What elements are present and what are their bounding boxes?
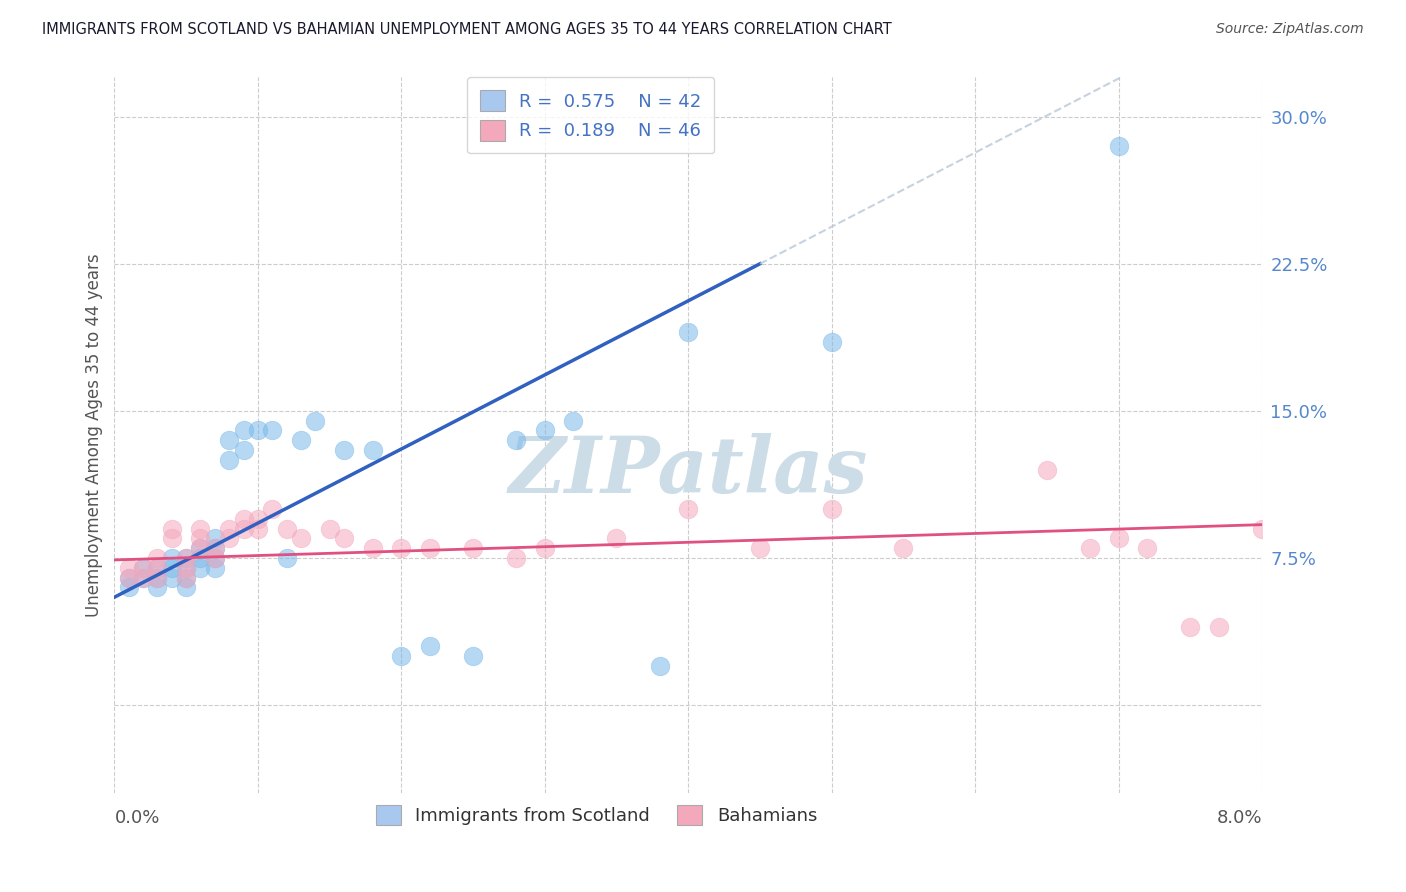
Point: [146, 571, 169, 585]
Point: [146, 571, 169, 585]
Point: [218, 522, 240, 536]
Point: [1108, 532, 1130, 546]
Point: [190, 561, 212, 575]
Point: [505, 551, 527, 566]
Point: [218, 434, 240, 448]
Point: [505, 434, 527, 448]
Point: [204, 541, 226, 556]
Point: [204, 561, 226, 575]
Point: [174, 571, 197, 585]
Point: [146, 581, 169, 595]
Point: [160, 561, 183, 575]
Point: [562, 414, 585, 428]
Point: [174, 561, 197, 575]
Point: [232, 443, 254, 458]
Point: [1136, 541, 1159, 556]
Text: IMMIGRANTS FROM SCOTLAND VS BAHAMIAN UNEMPLOYMENT AMONG AGES 35 TO 44 YEARS CORR: IMMIGRANTS FROM SCOTLAND VS BAHAMIAN UNE…: [42, 22, 891, 37]
Point: [174, 571, 197, 585]
Point: [1180, 620, 1202, 634]
Point: [821, 502, 844, 516]
Point: [118, 581, 141, 595]
Point: [160, 571, 183, 585]
Point: [893, 541, 915, 556]
Point: [276, 522, 298, 536]
Text: 8.0%: 8.0%: [1216, 809, 1263, 827]
Point: [146, 561, 169, 575]
Point: [676, 326, 699, 340]
Point: [218, 453, 240, 467]
Text: 0.0%: 0.0%: [114, 809, 160, 827]
Point: [276, 551, 298, 566]
Point: [232, 424, 254, 438]
Point: [304, 414, 326, 428]
Point: [190, 541, 212, 556]
Point: [1078, 541, 1101, 556]
Point: [290, 532, 312, 546]
Point: [118, 561, 141, 575]
Point: [821, 335, 844, 350]
Legend: Immigrants from Scotland, Bahamians: Immigrants from Scotland, Bahamians: [367, 796, 827, 834]
Point: [204, 541, 226, 556]
Point: [204, 551, 226, 566]
Point: [246, 424, 269, 438]
Point: [174, 581, 197, 595]
Text: Source: ZipAtlas.com: Source: ZipAtlas.com: [1216, 22, 1364, 37]
Point: [232, 512, 254, 526]
Point: [361, 541, 384, 556]
Point: [160, 532, 183, 546]
Point: [533, 541, 555, 556]
Y-axis label: Unemployment Among Ages 35 to 44 years: Unemployment Among Ages 35 to 44 years: [86, 253, 103, 617]
Point: [218, 532, 240, 546]
Point: [533, 424, 555, 438]
Point: [389, 648, 412, 663]
Point: [118, 571, 141, 585]
Point: [132, 571, 155, 585]
Point: [232, 522, 254, 536]
Point: [676, 502, 699, 516]
Point: [262, 424, 284, 438]
Point: [174, 551, 197, 566]
Point: [1251, 522, 1274, 536]
Point: [461, 541, 484, 556]
Point: [461, 648, 484, 663]
Point: [160, 522, 183, 536]
Point: [246, 512, 269, 526]
Point: [290, 434, 312, 448]
Point: [1036, 463, 1059, 477]
Point: [605, 532, 627, 546]
Point: [190, 541, 212, 556]
Point: [1108, 139, 1130, 153]
Point: [262, 502, 284, 516]
Point: [748, 541, 770, 556]
Point: [132, 571, 155, 585]
Point: [361, 443, 384, 458]
Point: [204, 532, 226, 546]
Point: [146, 561, 169, 575]
Point: [174, 561, 197, 575]
Point: [132, 561, 155, 575]
Text: ZIPatlas: ZIPatlas: [509, 433, 868, 509]
Point: [333, 443, 356, 458]
Point: [246, 522, 269, 536]
Point: [174, 551, 197, 566]
Point: [419, 639, 441, 653]
Point: [146, 551, 169, 566]
Point: [190, 551, 212, 566]
Point: [190, 532, 212, 546]
Point: [648, 658, 671, 673]
Point: [419, 541, 441, 556]
Point: [132, 561, 155, 575]
Point: [1208, 620, 1230, 634]
Point: [318, 522, 340, 536]
Point: [204, 551, 226, 566]
Point: [190, 522, 212, 536]
Point: [160, 551, 183, 566]
Point: [333, 532, 356, 546]
Point: [118, 571, 141, 585]
Point: [389, 541, 412, 556]
